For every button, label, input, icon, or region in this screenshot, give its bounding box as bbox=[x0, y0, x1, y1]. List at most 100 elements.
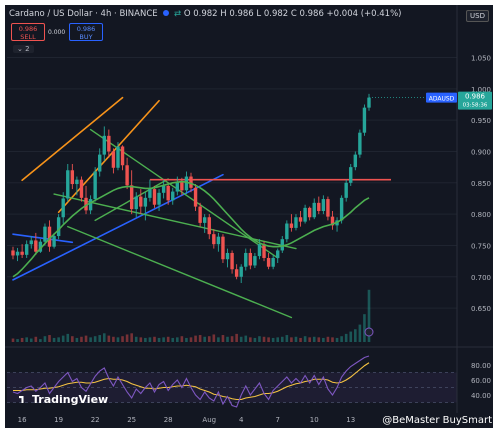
green-descending-mid bbox=[53, 193, 297, 250]
volume-bar bbox=[244, 335, 248, 342]
rsi-tick-label: 60.00 bbox=[471, 377, 491, 385]
candle-body bbox=[344, 182, 348, 198]
volume-bar bbox=[176, 337, 179, 342]
tradingview-logo: TradingView bbox=[19, 393, 108, 406]
symbol-header: Cardano / US Dollar · 4h · BINANCE ⇄ O 0… bbox=[9, 9, 401, 19]
candle-body bbox=[61, 198, 65, 218]
candle-body bbox=[88, 199, 93, 211]
price-tick-label: 0.950 bbox=[471, 117, 491, 125]
volume-bar bbox=[139, 337, 143, 342]
volume-bar bbox=[171, 337, 175, 342]
time-tick-label: Aug bbox=[202, 416, 216, 424]
volume-bar bbox=[312, 336, 316, 342]
watermark: @BeMaster BuySmart bbox=[382, 415, 492, 426]
volume-bar bbox=[57, 337, 60, 342]
candle-body bbox=[271, 257, 275, 267]
volume-bar bbox=[308, 337, 311, 342]
volume-bar bbox=[303, 336, 307, 342]
volume-bar bbox=[331, 337, 334, 342]
volume-bar bbox=[358, 324, 362, 342]
candle-body bbox=[326, 199, 330, 217]
candle-body bbox=[216, 236, 221, 245]
volume-bar bbox=[29, 338, 33, 342]
symbol-title[interactable]: Cardano / US Dollar · 4h · BINANCE bbox=[9, 9, 158, 19]
volume-bar bbox=[280, 336, 284, 342]
volume-bar bbox=[157, 337, 161, 342]
buy-button[interactable]: 0.986 BUY bbox=[69, 23, 103, 41]
volume-bar bbox=[203, 336, 206, 342]
candle-body bbox=[234, 269, 239, 277]
candle-body bbox=[116, 146, 120, 168]
volume-bar bbox=[349, 331, 353, 342]
volume-bar bbox=[121, 336, 124, 342]
symbol-tag-text: ADAUSD bbox=[429, 96, 455, 103]
currency-selector[interactable]: USD bbox=[466, 10, 489, 22]
price-tick-label: 0.850 bbox=[471, 180, 491, 188]
rsi-line bbox=[12, 355, 370, 408]
volume-bar bbox=[48, 335, 51, 342]
volume-bar bbox=[125, 334, 129, 342]
candle-body bbox=[349, 167, 353, 183]
price-tick-label: 0.800 bbox=[471, 211, 491, 219]
volume-bar bbox=[326, 336, 330, 342]
price-tag-bg bbox=[458, 91, 492, 110]
time-tick-label: 25 bbox=[127, 416, 136, 424]
candle-body bbox=[321, 199, 326, 211]
candle-body bbox=[93, 171, 97, 200]
spread-value: 0.000 bbox=[48, 29, 66, 36]
volume-bar bbox=[11, 338, 15, 342]
candle-body bbox=[248, 252, 253, 266]
candle-body bbox=[38, 241, 43, 252]
orange-channel-lower bbox=[21, 96, 124, 182]
candle-body bbox=[262, 244, 266, 258]
chart-canvas[interactable]: 1.050 1.000 0.950 0.900 0.850 0.800 0.750 0.700… bbox=[5, 5, 493, 428]
candle-body bbox=[353, 154, 358, 168]
volume-bar bbox=[317, 337, 321, 342]
candle-body bbox=[221, 236, 225, 260]
volume-bar bbox=[212, 334, 216, 342]
rsi-tick-label: 40.00 bbox=[471, 392, 491, 400]
candle-body bbox=[362, 107, 367, 133]
indicators-toggle[interactable]: ⌄ 2 bbox=[13, 45, 34, 53]
candle-body bbox=[184, 176, 189, 191]
candle-body bbox=[152, 189, 157, 205]
candle-body bbox=[307, 207, 312, 218]
indicator-count: 2 bbox=[25, 45, 30, 53]
time-tick-label: 4 bbox=[239, 416, 244, 424]
volume-bar bbox=[93, 336, 97, 342]
rsi-tick-label: 80.00 bbox=[471, 362, 491, 370]
candle-body bbox=[47, 226, 52, 247]
candle-body bbox=[79, 179, 84, 198]
chart-window[interactable]: 1.050 1.000 0.950 0.900 0.850 0.800 0.750 0.700… bbox=[5, 5, 493, 428]
volume-bar bbox=[294, 336, 298, 342]
candle-body bbox=[34, 240, 38, 252]
price-tag-value: 0.986 bbox=[465, 93, 486, 101]
volume-bar bbox=[130, 333, 133, 342]
volume-bar bbox=[153, 336, 156, 342]
blue-trendline-short bbox=[12, 233, 74, 244]
candle-body bbox=[289, 223, 294, 228]
volume-bar bbox=[226, 336, 229, 342]
tradingview-logo-icon bbox=[19, 396, 24, 403]
candle-body bbox=[202, 217, 207, 223]
volume-bar bbox=[39, 339, 42, 342]
ohlc-readout: O 0.982 H 0.986 L 0.982 C 0.986 +0.004 (… bbox=[183, 9, 402, 19]
candle-body bbox=[180, 181, 184, 191]
volume-bar bbox=[340, 336, 343, 342]
rsi-ma-line bbox=[13, 362, 370, 401]
volume-bar bbox=[71, 336, 74, 342]
link-icon[interactable]: ⇄ bbox=[174, 9, 182, 19]
volume-bar bbox=[285, 335, 289, 342]
sell-button[interactable]: 0.986 SELL bbox=[11, 23, 45, 41]
volume-bar bbox=[363, 314, 366, 342]
price-tick-label: 0.750 bbox=[471, 242, 491, 250]
volume-bar bbox=[239, 336, 243, 342]
time-tick-label: 7 bbox=[275, 416, 279, 424]
candle-body bbox=[225, 252, 230, 260]
time-tick-label: 10 bbox=[310, 416, 319, 424]
volume-bar bbox=[322, 337, 325, 342]
candle-body bbox=[161, 185, 166, 193]
volume-bar bbox=[262, 336, 266, 342]
candle-body bbox=[294, 217, 298, 228]
symbol-tag-bg bbox=[426, 92, 457, 103]
